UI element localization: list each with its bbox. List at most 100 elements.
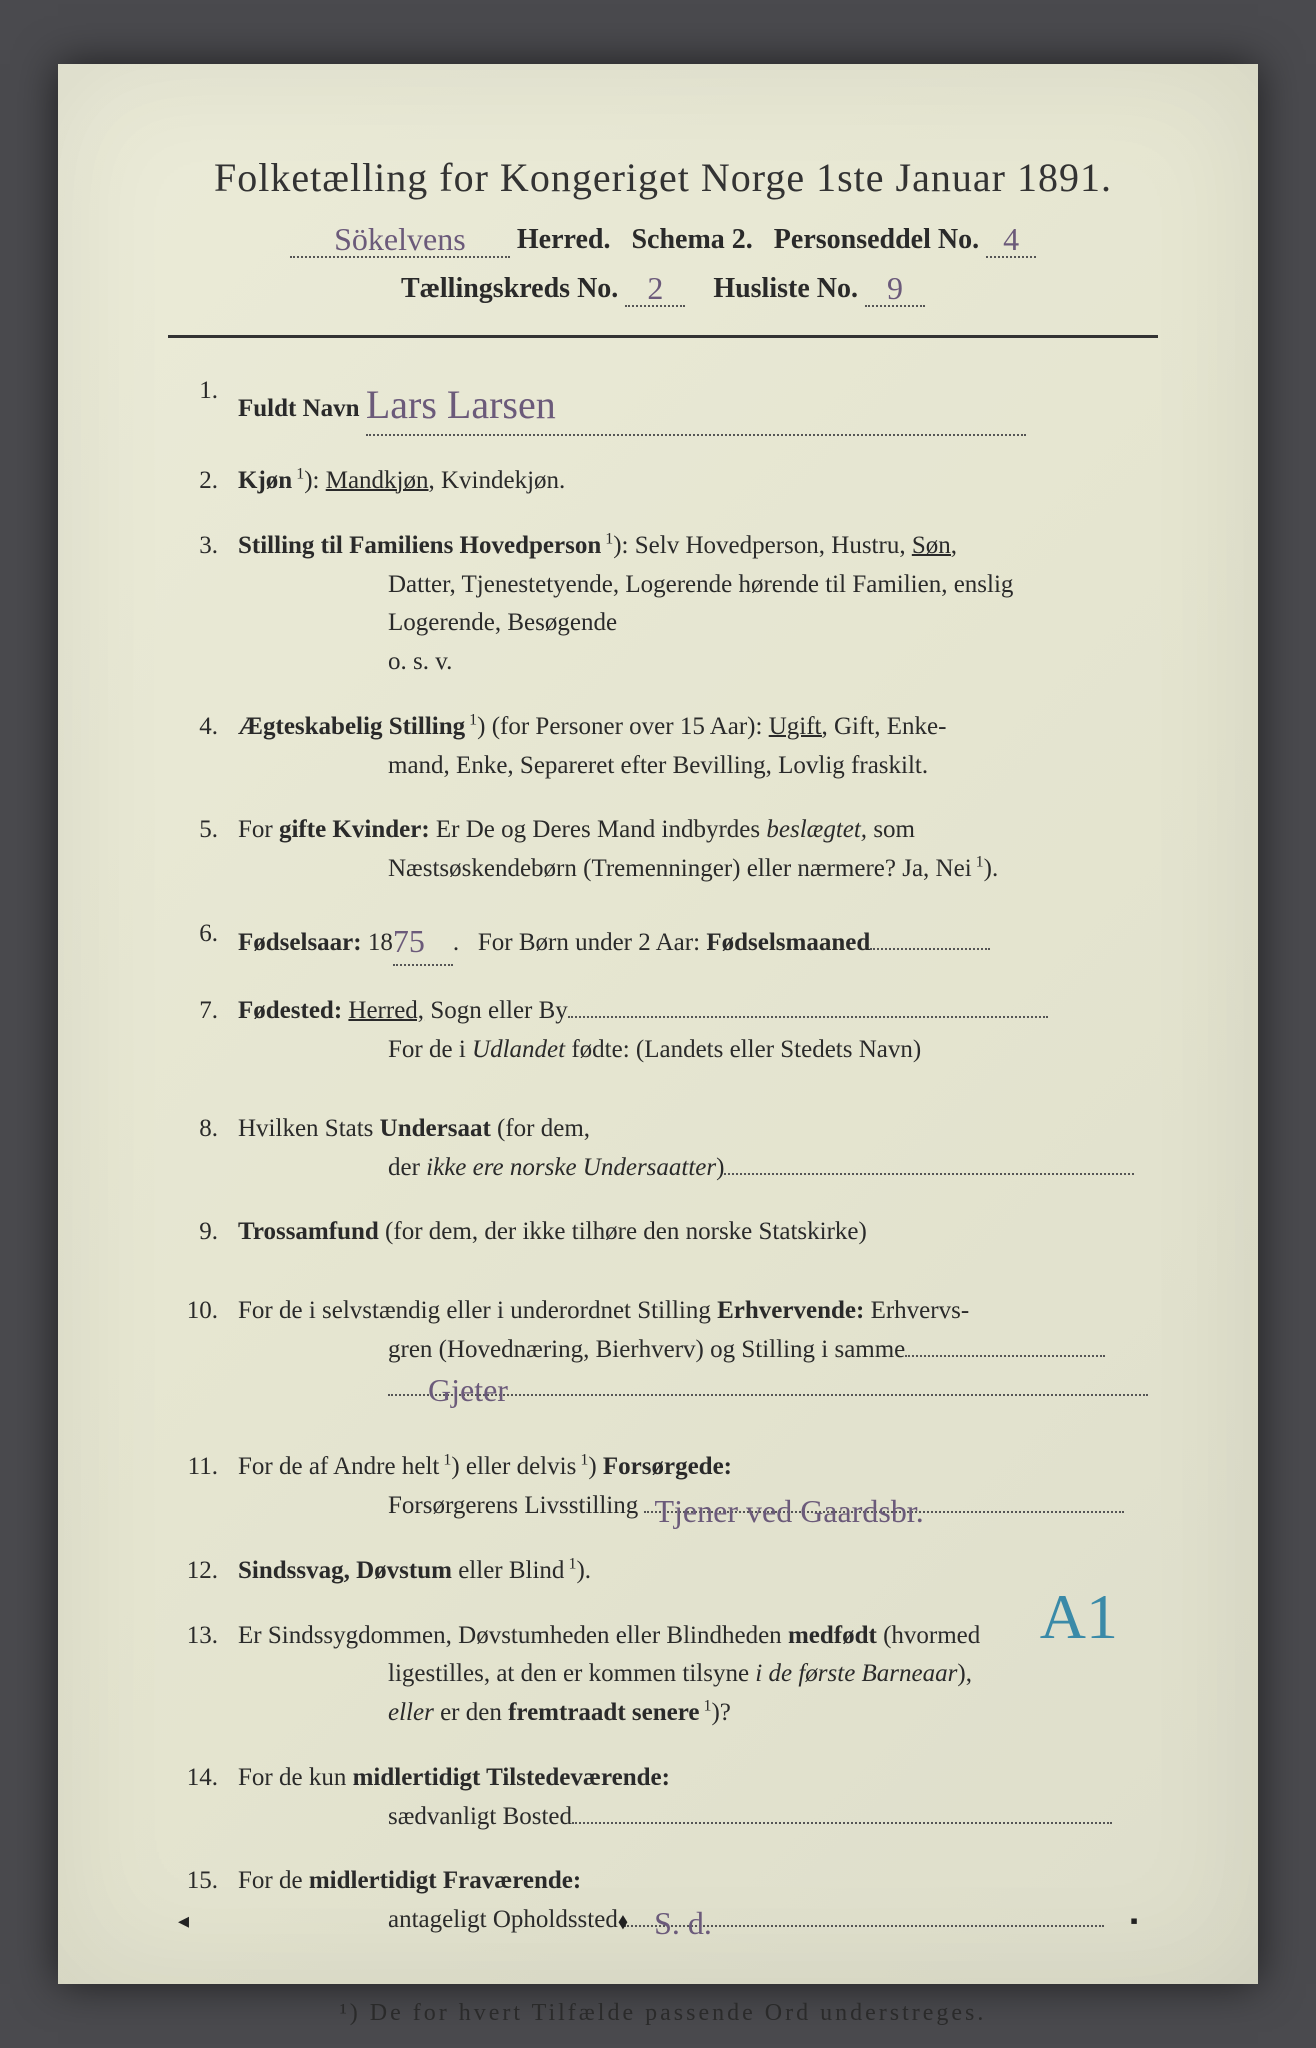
- f8-line1b: Undersaat: [380, 1115, 491, 1142]
- f5-lead: For: [238, 816, 273, 843]
- field-2: Kjøn 1): Mandkjøn, Kvindekjøn.: [168, 462, 1158, 501]
- field-6: Fødselsaar: 1875. For Børn under 2 Aar: …: [168, 915, 1158, 967]
- field-7: Fødested: Herred, Sogn eller By For de i…: [168, 992, 1158, 1070]
- f1-hw: Lars Larsen: [366, 374, 556, 436]
- herred-handwritten: Sökelvens: [334, 221, 466, 258]
- f13-line3i: eller: [388, 1699, 434, 1726]
- blue-annotation: A1: [1040, 1580, 1118, 1654]
- divider-rule: [168, 335, 1158, 338]
- f3-line4: o. s. v.: [238, 643, 1158, 682]
- field-14: For de kun midlertidigt Tilstedeværende:…: [168, 1759, 1158, 1837]
- f5-line2: Næstsøskendebørn (Tremenninger) eller næ…: [388, 855, 972, 882]
- f15-line1a: For de: [238, 1867, 303, 1894]
- f9-b: Trossamfund: [238, 1218, 379, 1245]
- f7-line2b: fødte: (Landets eller Stedets Navn): [571, 1036, 921, 1063]
- f4-mid: (for Personer over 15 Aar):: [492, 713, 763, 740]
- f10-line1b: Erhvervende:: [717, 1297, 864, 1324]
- f6-prefix: 18: [368, 929, 393, 956]
- f13-line3b: fremtraadt senere: [508, 1699, 699, 1726]
- f5-rest: Er De og Deres Mand indbyrdes: [436, 816, 760, 843]
- f9-rest: (for dem, der ikke tilhøre den norske St…: [385, 1218, 867, 1245]
- f14-line1a: For de kun: [238, 1764, 346, 1791]
- f5-tail: som: [873, 816, 915, 843]
- f2-kvindekjon: Kvindekjøn.: [441, 467, 565, 494]
- f5-b: gifte Kvinder:: [279, 816, 430, 843]
- footnote: ¹) De for hvert Tilfælde passende Ord un…: [168, 2000, 1158, 2027]
- field-12: Sindssvag, Døvstum eller Blind 1).: [168, 1552, 1158, 1591]
- staple-mark-mid: ⬧: [618, 1908, 628, 1934]
- f7-line2i: Udlandet: [472, 1036, 565, 1063]
- staple-mark-left: ◂: [178, 1908, 189, 1934]
- f12-b: Sindssvag, Døvstum: [238, 1557, 452, 1584]
- field-10: For de i selvstændig eller i underordnet…: [168, 1292, 1158, 1408]
- f14-line2: sædvanligt Bosted: [388, 1803, 572, 1830]
- field-5: For gifte Kvinder: Er De og Deres Mand i…: [168, 811, 1158, 889]
- f10-line1a: For de i selvstændig eller i underordnet…: [238, 1297, 711, 1324]
- f11-line1b: eller delvis: [466, 1453, 576, 1480]
- f4-label: Ægteskabelig Stilling: [238, 713, 465, 740]
- f13-line2i: i de første Barneaar: [755, 1660, 957, 1687]
- field-13: Er Sindssygdommen, Døvstumheden eller Bl…: [168, 1617, 1158, 1733]
- header-line-2: Tællingskreds No. 2 Husliste No. 9: [168, 268, 1158, 307]
- f1-label: Fuldt Navn: [238, 395, 360, 422]
- f8-line2i: ikke ere norske Undersaatter: [426, 1154, 716, 1181]
- f7-line2a: For de i: [388, 1036, 466, 1063]
- f13-line3a: er den: [440, 1699, 502, 1726]
- kreds-label: Tællingskreds No.: [401, 273, 618, 304]
- f11-hw: Tjener ved Gaardsbr.: [654, 1487, 1134, 1537]
- personseddel-label: Personseddel No.: [774, 224, 979, 255]
- f4-line2: mand, Enke, Separeret efter Bevilling, L…: [238, 747, 1158, 786]
- f8-line2a: der: [388, 1154, 420, 1181]
- census-form: Folketælling for Kongeriget Norge 1ste J…: [58, 64, 1258, 1984]
- f14-line1b: midlertidigt Tilstedeværende:: [353, 1764, 670, 1791]
- f4-rest: Gift, Enke-: [834, 713, 946, 740]
- f3-line3: Logerende, Besøgende: [238, 604, 1158, 643]
- field-3: Stilling til Familiens Hovedperson 1): S…: [168, 527, 1158, 682]
- f2-mandkjon: Mandkjøn: [326, 467, 429, 494]
- personseddel-hw: 4: [1003, 221, 1019, 258]
- f3-rest: Selv Hovedperson, Hustru,: [635, 532, 906, 559]
- f11-line2: Forsørgerens Livsstilling: [388, 1492, 638, 1519]
- field-list: Fuldt Navn Lars Larsen Kjøn 1): Mandkjøn…: [168, 372, 1158, 1940]
- kreds-hw: 2: [647, 270, 663, 307]
- f13-line1a: Er Sindssygdommen, Døvstumheden eller Bl…: [238, 1622, 782, 1649]
- f13-line1c: (hvormed: [883, 1622, 980, 1649]
- husliste-label: Husliste No.: [713, 273, 858, 304]
- field-8: Hvilken Stats Undersaat (for dem, der ik…: [168, 1110, 1158, 1188]
- field-15: For de midlertidigt Fraværende: antageli…: [168, 1862, 1158, 1940]
- f7-label: Fødested:: [238, 997, 342, 1024]
- f11-line1a: For de af Andre helt: [238, 1453, 439, 1480]
- f11-line1c: Forsørgede:: [603, 1453, 732, 1480]
- f13-line1b: medfødt: [788, 1622, 877, 1649]
- f15-line1b: midlertidigt Fraværende:: [309, 1867, 581, 1894]
- f7-rest: Sogn eller By: [430, 997, 568, 1024]
- f6-rest: For Børn under 2 Aar:: [478, 929, 700, 956]
- f15-hw: S. d.: [654, 1899, 712, 1949]
- herred-label: Herred.: [517, 224, 611, 255]
- field-11: For de af Andre helt 1) eller delvis 1) …: [168, 1448, 1158, 1526]
- f3-son: Søn,: [912, 532, 957, 559]
- header-line-1: Sökelvens Herred. Schema 2. Personseddel…: [168, 219, 1158, 258]
- f13-line2a: ligestilles, at den er kommen tilsyne: [388, 1660, 749, 1687]
- f10-line1c: Erhvervs-: [871, 1297, 970, 1324]
- schema-label: Schema 2.: [631, 224, 752, 255]
- f10-hw: Gjeter: [428, 1366, 508, 1416]
- field-4: Ægteskabelig Stilling 1) (for Personer o…: [168, 708, 1158, 786]
- f8-line1a: Hvilken Stats: [238, 1115, 373, 1142]
- f3-label: Stilling til Familiens Hovedperson: [238, 532, 601, 559]
- staple-mark-right: ▪: [1130, 1908, 1138, 1934]
- form-title: Folketælling for Kongeriget Norge 1ste J…: [168, 154, 1158, 201]
- f2-label: Kjøn: [238, 467, 292, 494]
- f6-b2: Fødselsmaaned: [706, 929, 870, 956]
- f8-line1c: (for dem,: [497, 1115, 590, 1142]
- f6-hw: 75: [393, 917, 425, 967]
- husliste-hw: 9: [887, 270, 903, 307]
- f7-herred: Herred,: [348, 997, 424, 1024]
- f3-line2: Datter, Tjenestetyende, Logerende hørend…: [238, 566, 1158, 605]
- f5-i: beslægtet,: [766, 816, 867, 843]
- f10-line2: gren (Hovednæring, Bierhverv) og Stillin…: [388, 1336, 905, 1363]
- f6-label: Fødselsaar:: [238, 929, 362, 956]
- f12-rest: eller Blind: [458, 1557, 564, 1584]
- f4-ugift: Ugift,: [769, 713, 828, 740]
- f15-line2: antageligt Opholdssted: [388, 1906, 618, 1933]
